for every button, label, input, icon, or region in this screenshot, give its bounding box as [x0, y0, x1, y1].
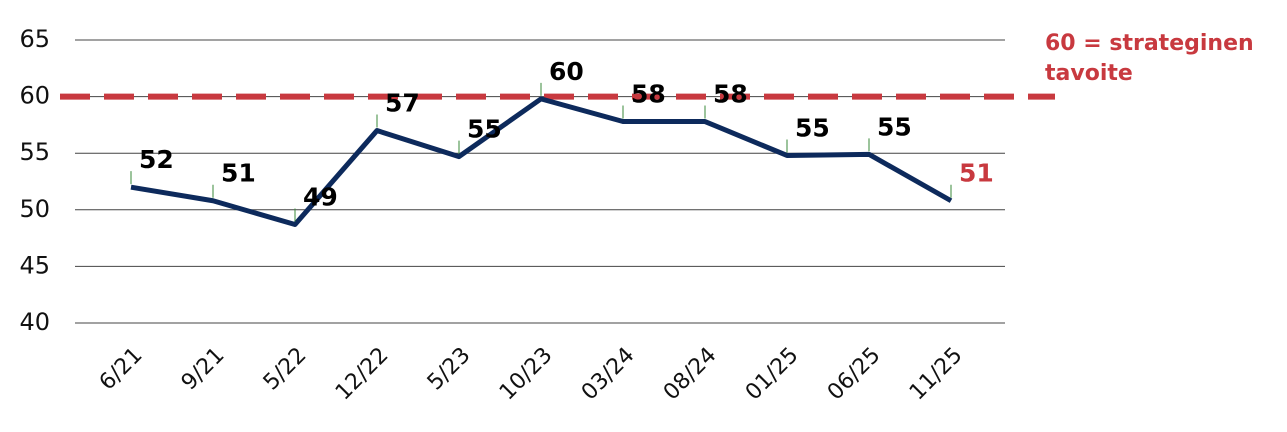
data-label: 49 — [303, 183, 338, 212]
data-label: 60 — [549, 57, 584, 86]
target-annotation: tavoite — [1045, 61, 1133, 86]
x-tick-label: 06/25 — [823, 343, 886, 406]
data-line — [130, 96, 953, 228]
x-tick-label: 6/21 — [95, 343, 148, 396]
data-label: 55 — [795, 113, 830, 142]
x-tick-label: 9/21 — [177, 343, 230, 396]
y-tick-label: 50 — [19, 195, 50, 223]
x-tick-label: 08/24 — [659, 343, 722, 406]
data-label: 58 — [631, 80, 666, 109]
target-annotation: 60 = strateginen — [1045, 31, 1254, 56]
data-label: 57 — [385, 89, 420, 118]
data-label: 55 — [877, 112, 912, 141]
data-label: 51 — [221, 159, 256, 188]
y-tick-label: 60 — [19, 82, 50, 110]
y-tick-label: 55 — [19, 138, 50, 166]
y-tick-label: 40 — [19, 308, 50, 336]
x-tick-label: 10/23 — [495, 343, 558, 406]
x-tick-label: 03/24 — [577, 343, 640, 406]
data-label: 55 — [467, 115, 502, 144]
x-tick-label: 11/25 — [905, 343, 968, 406]
x-tick-label: 12/22 — [331, 343, 394, 406]
x-tick-label: 01/25 — [741, 343, 804, 406]
x-tick-label: 5/23 — [423, 343, 476, 396]
data-label: 51 — [959, 159, 994, 188]
data-label: 58 — [713, 80, 748, 109]
x-tick-label: 5/22 — [259, 343, 312, 396]
y-tick-label: 45 — [19, 251, 50, 279]
y-tick-label: 65 — [19, 25, 50, 53]
data-label: 52 — [139, 145, 174, 174]
